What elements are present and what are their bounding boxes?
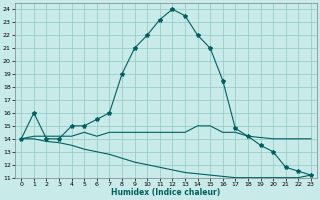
X-axis label: Humidex (Indice chaleur): Humidex (Indice chaleur) — [111, 188, 221, 197]
